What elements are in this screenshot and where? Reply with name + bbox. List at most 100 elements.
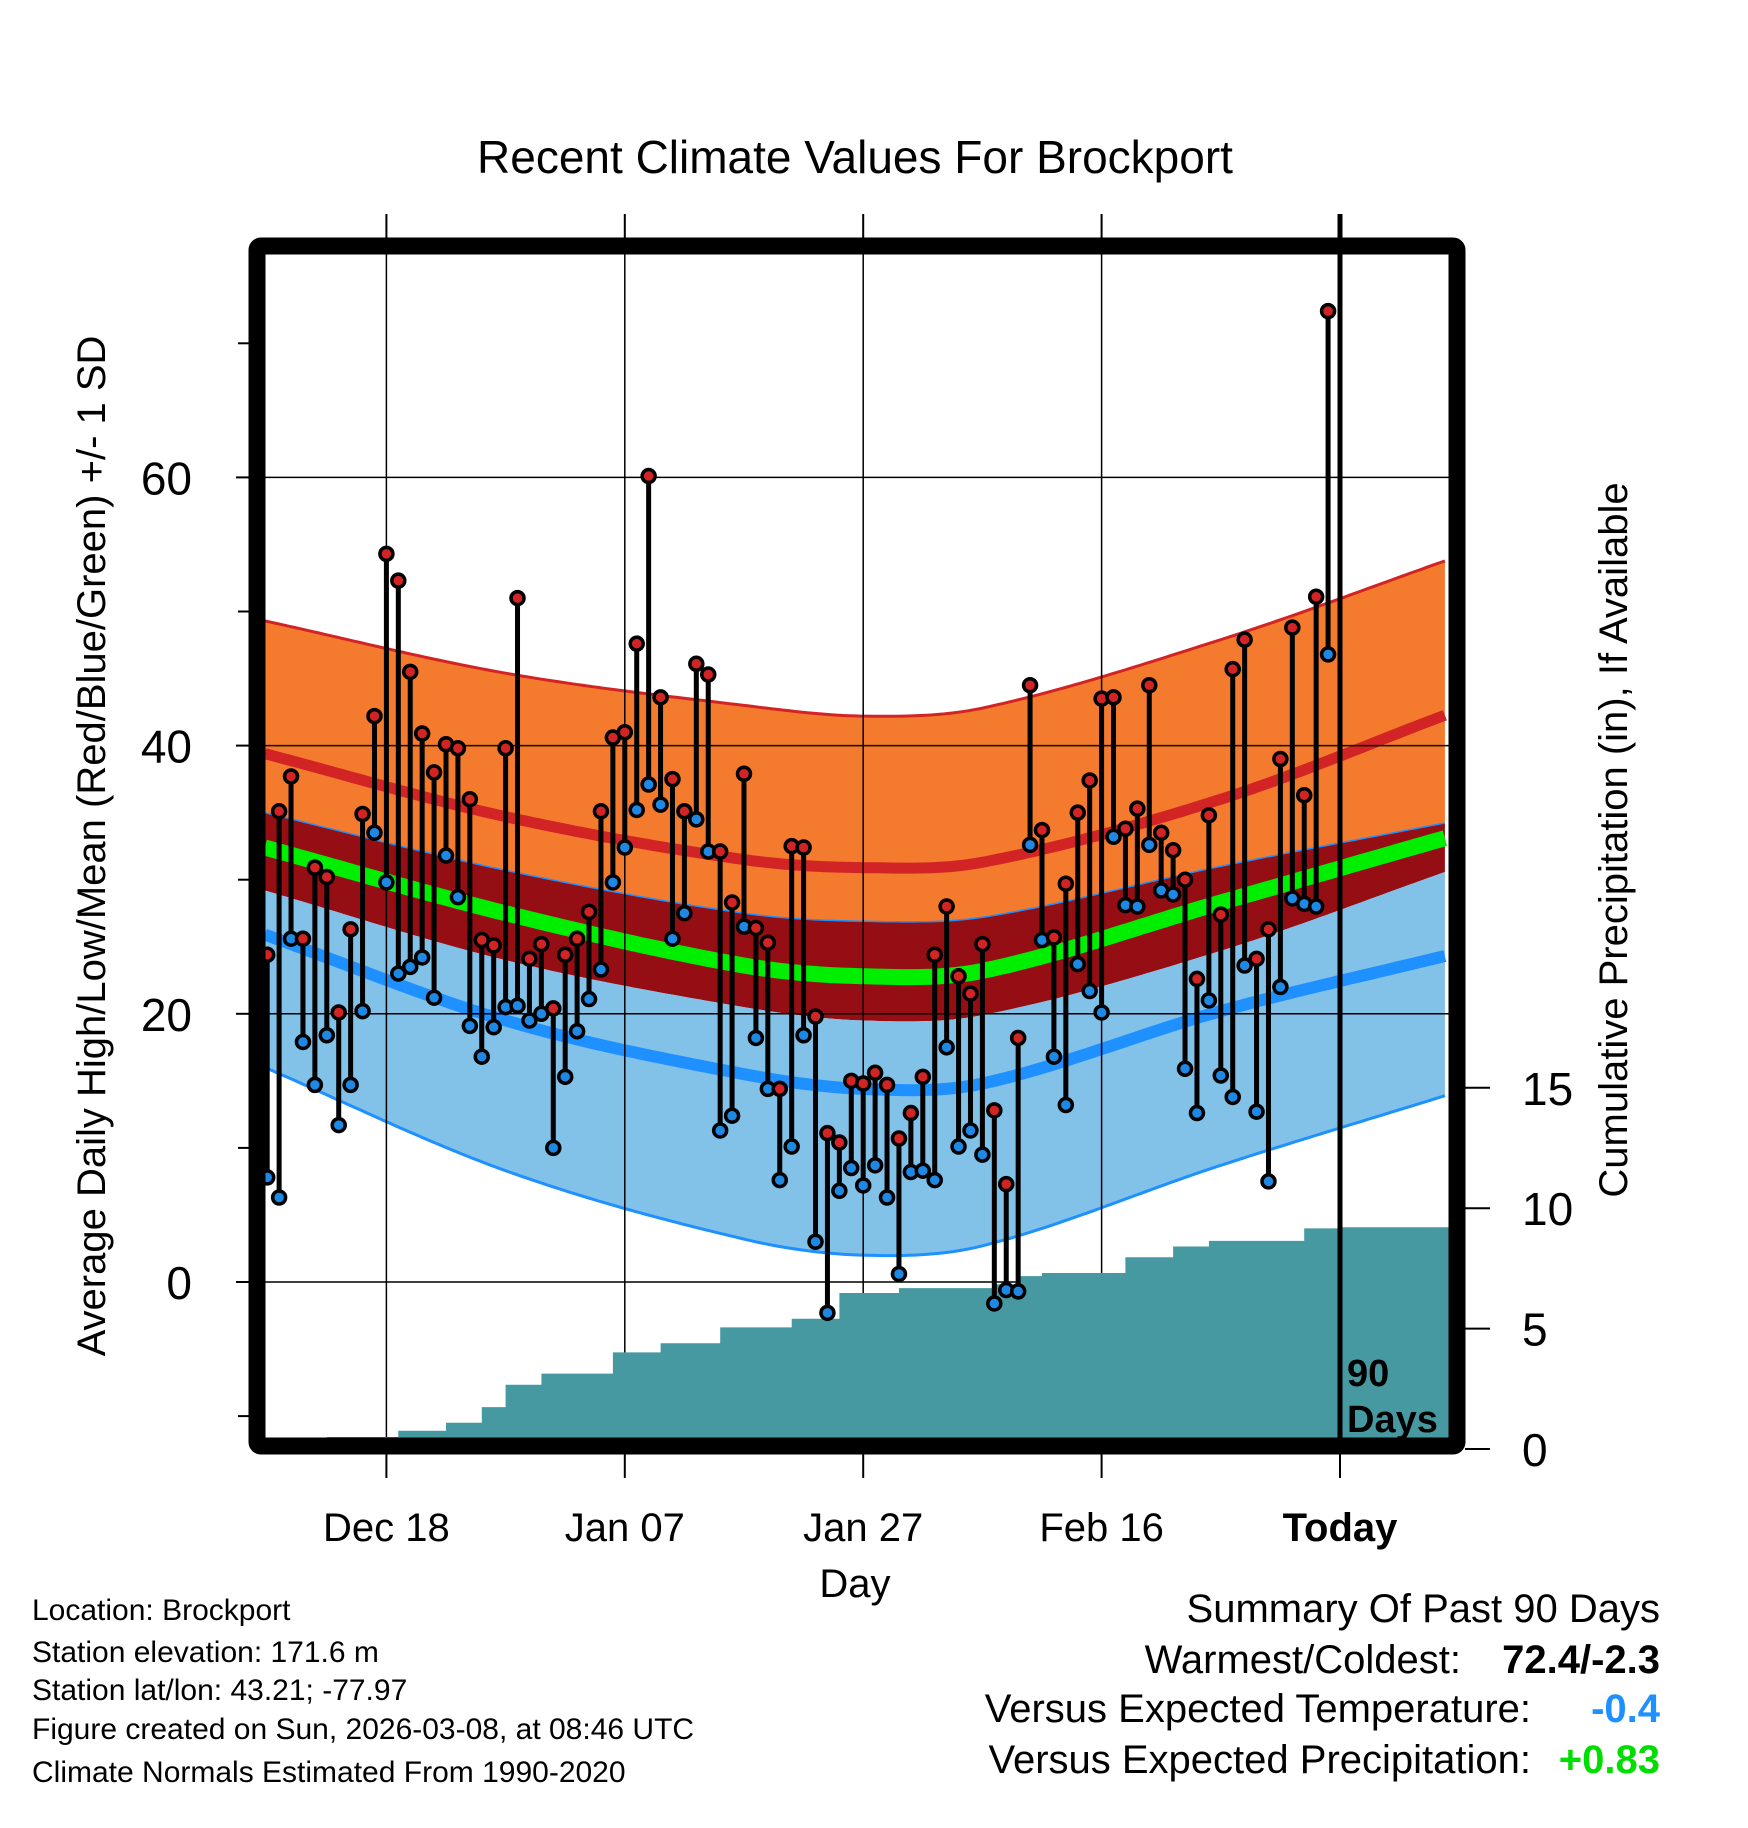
low-temp-dot — [747, 1029, 765, 1047]
day-bar — [461, 790, 479, 1035]
day-bar — [1141, 677, 1158, 854]
low-temp-dot — [366, 824, 383, 842]
day-bar — [1081, 772, 1098, 1000]
day-bar — [545, 1000, 562, 1157]
day-bar — [592, 803, 610, 978]
high-temp-dot — [1057, 875, 1075, 892]
period-label-unit: Days — [1347, 1399, 1438, 1441]
low-temp-dot — [664, 930, 681, 947]
low-temp-dot — [783, 1138, 800, 1155]
high-temp-dot — [1295, 786, 1313, 804]
figure-created: Figure created on Sun, 2026-03-08, at 08… — [32, 1713, 694, 1746]
high-temp-dot — [1033, 821, 1051, 839]
high-temp-dot — [1188, 970, 1206, 988]
day-bar — [1009, 1029, 1027, 1300]
low-temp-dot — [711, 1122, 729, 1139]
low-temp-dot — [866, 1157, 884, 1174]
y2-tick-label: 0 — [1522, 1424, 1548, 1476]
high-temp-dot — [306, 859, 324, 876]
day-bar — [854, 1075, 872, 1194]
x-axis-label: Day — [819, 1562, 890, 1606]
low-temp-dot — [318, 1027, 336, 1044]
high-temp-dot — [425, 764, 443, 781]
day-bar — [735, 765, 753, 935]
day-bar — [962, 985, 979, 1139]
temp-anomaly-value: -0.4 — [1591, 1687, 1661, 1731]
high-temp-dot — [1260, 921, 1277, 938]
high-temp-dot — [878, 1076, 896, 1094]
high-temp-dot — [854, 1075, 872, 1092]
high-temp-dot — [1021, 677, 1039, 694]
day-bar — [413, 725, 431, 966]
high-temp-dot — [926, 946, 943, 964]
period-label-number: 90 — [1347, 1353, 1389, 1395]
y2-tick-label: 5 — [1522, 1304, 1548, 1356]
high-temp-dot — [1224, 660, 1241, 678]
day-bar — [652, 689, 669, 813]
day-bar — [866, 1064, 884, 1174]
low-temp-dot — [1212, 1067, 1230, 1084]
day-bar — [1105, 689, 1122, 846]
day-bar — [318, 868, 336, 1044]
day-bar — [711, 843, 729, 1139]
precipitation-area — [326, 1227, 1449, 1438]
low-temp-dot — [1188, 1104, 1206, 1122]
low-temp-dot — [962, 1122, 979, 1139]
low-temp-dot — [592, 961, 610, 978]
low-temp-dot — [1129, 898, 1146, 915]
day-bar — [1033, 821, 1051, 949]
high-temp-dot — [688, 655, 705, 673]
day-bar — [354, 805, 371, 1020]
low-temp-dot — [1057, 1096, 1075, 1114]
low-temp-dot — [604, 874, 622, 891]
y-axis-label: Average Daily High/Low/Mean (Red/Blue/Gr… — [70, 336, 114, 1357]
day-bar — [831, 1134, 848, 1200]
low-temp-dot — [640, 776, 657, 793]
low-temp-dot — [568, 1022, 586, 1040]
day-bar — [878, 1076, 896, 1206]
low-temp-dot — [878, 1189, 896, 1206]
high-temp-dot — [568, 930, 586, 947]
high-temp-dot — [556, 946, 574, 964]
below-normal-band — [265, 872, 1445, 1256]
day-bar — [485, 937, 502, 1036]
day-bar — [556, 946, 574, 1086]
low-temp-dot — [1236, 957, 1253, 974]
low-temp-dot — [342, 1076, 359, 1094]
high-temp-dot — [580, 903, 598, 921]
low-temp-dot — [1164, 886, 1182, 903]
high-temp-dot — [1129, 800, 1146, 817]
low-temp-dot — [771, 1171, 789, 1189]
day-bar — [795, 839, 812, 1044]
high-temp-dot — [711, 843, 729, 860]
high-temp-dot — [521, 950, 538, 968]
warmest-coldest-label: Warmest/Coldest: — [1145, 1638, 1461, 1682]
high-temp-dot — [735, 765, 753, 783]
high-temp-dot — [1176, 871, 1194, 888]
day-bar — [986, 1102, 1003, 1312]
day-bar — [270, 803, 288, 1206]
day-bar — [926, 946, 943, 1189]
chart-title: Recent Climate Values For Brockport — [477, 131, 1233, 183]
day-bar — [1152, 824, 1170, 899]
day-bar — [938, 898, 955, 1056]
y-tick-label: 0 — [166, 1257, 192, 1309]
low-temp-dot — [795, 1027, 812, 1044]
high-plus-sd-line — [265, 559, 1446, 718]
day-bar — [604, 729, 622, 891]
high-temp-dot — [819, 1124, 836, 1142]
day-bar — [616, 723, 634, 856]
low-temp-dot — [1105, 828, 1122, 846]
low-temp-dot — [974, 1146, 991, 1163]
day-bar — [723, 894, 741, 1124]
low-temp-dot — [723, 1107, 741, 1124]
cumulative-precipitation-area — [326, 1227, 1449, 1438]
high-temp-dot — [914, 1068, 932, 1086]
high-temp-dot — [676, 803, 693, 820]
day-bar — [890, 1130, 908, 1283]
high-temp-dot — [1164, 841, 1182, 859]
high-temp-dot — [1248, 950, 1265, 968]
high-temp-dot — [1319, 302, 1337, 320]
mean-high-line — [265, 710, 1447, 874]
